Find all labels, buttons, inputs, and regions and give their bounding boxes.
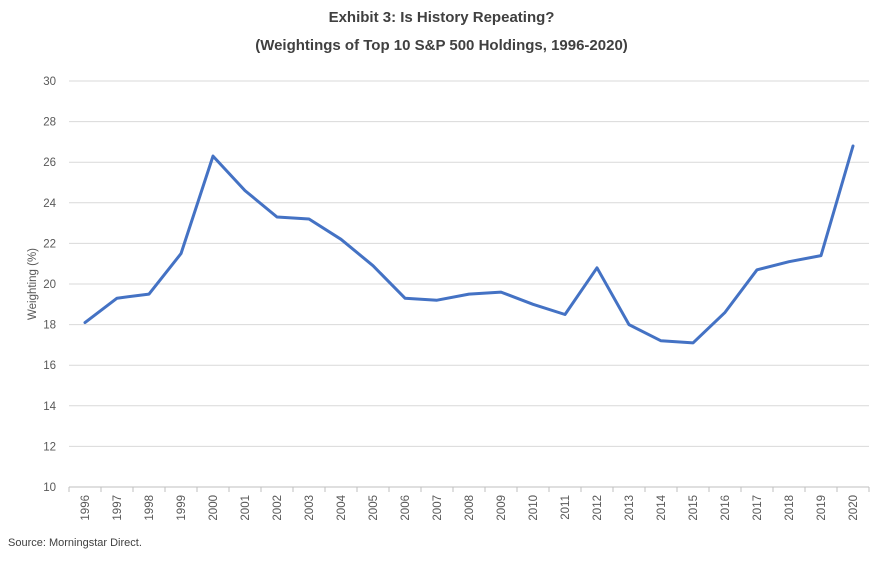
y-axis: 10 12 14 16 18 20 22 24 26 28 30 bbox=[43, 76, 56, 494]
x-tick-label: 2001 bbox=[240, 495, 252, 521]
x-tick-label: 1996 bbox=[80, 495, 92, 521]
x-tick-label: 1997 bbox=[112, 495, 124, 521]
x-tick-label: 2013 bbox=[624, 495, 636, 521]
source-note: Source: Morningstar Direct. bbox=[8, 537, 142, 549]
y-tick-label: 16 bbox=[43, 360, 56, 372]
x-tick-label: 2005 bbox=[368, 495, 380, 521]
x-axis: 1996 1997 1998 1999 2000 2001 2002 2003 2004 2005… bbox=[68, 487, 870, 521]
x-tick-label: 2003 bbox=[304, 495, 316, 521]
x-tick-label: 2017 bbox=[752, 495, 764, 521]
y-axis-label: Weighting (%) bbox=[27, 248, 39, 320]
x-tick-label: 2016 bbox=[720, 495, 732, 521]
x-tick-label: 1998 bbox=[144, 495, 156, 521]
y-tick-label: 30 bbox=[43, 76, 56, 88]
y-tick-label: 10 bbox=[43, 482, 56, 494]
x-tick-label: 1999 bbox=[176, 495, 188, 521]
x-tick-label: 2000 bbox=[208, 495, 220, 521]
y-tick-label: 28 bbox=[43, 117, 56, 129]
x-tick-label: 2006 bbox=[400, 495, 412, 521]
x-tick-label: 2012 bbox=[592, 495, 604, 521]
gridlines bbox=[69, 80, 869, 488]
chart-subtitle: (Weightings of Top 10 S&P 500 Holdings, … bbox=[255, 37, 628, 54]
y-tick-label: 20 bbox=[43, 279, 56, 291]
x-tick-label: 2020 bbox=[848, 495, 860, 521]
y-tick-label: 22 bbox=[43, 238, 56, 250]
x-tick-label: 2010 bbox=[528, 495, 540, 521]
x-tick-label: 2009 bbox=[496, 495, 508, 521]
y-tick-label: 26 bbox=[43, 157, 56, 169]
series-line bbox=[83, 144, 855, 345]
x-tick-label: 2002 bbox=[272, 495, 284, 521]
chart-title: Exhibit 3: Is History Repeating? bbox=[328, 9, 555, 26]
x-tick-label: 2018 bbox=[784, 495, 796, 521]
x-tick-label: 2008 bbox=[464, 495, 476, 521]
x-tick-label: 2019 bbox=[816, 495, 828, 521]
y-tick-label: 12 bbox=[43, 441, 56, 453]
y-tick-label: 18 bbox=[43, 320, 56, 332]
x-tick-label: 2007 bbox=[432, 495, 444, 521]
x-tick-label: 2014 bbox=[656, 494, 668, 520]
y-tick-label: 14 bbox=[43, 401, 56, 413]
x-tick-label: 2004 bbox=[336, 494, 348, 520]
y-tick-label: 24 bbox=[43, 198, 56, 210]
x-tick-label: 2011 bbox=[560, 495, 572, 520]
x-tick-label: 2015 bbox=[688, 495, 700, 521]
